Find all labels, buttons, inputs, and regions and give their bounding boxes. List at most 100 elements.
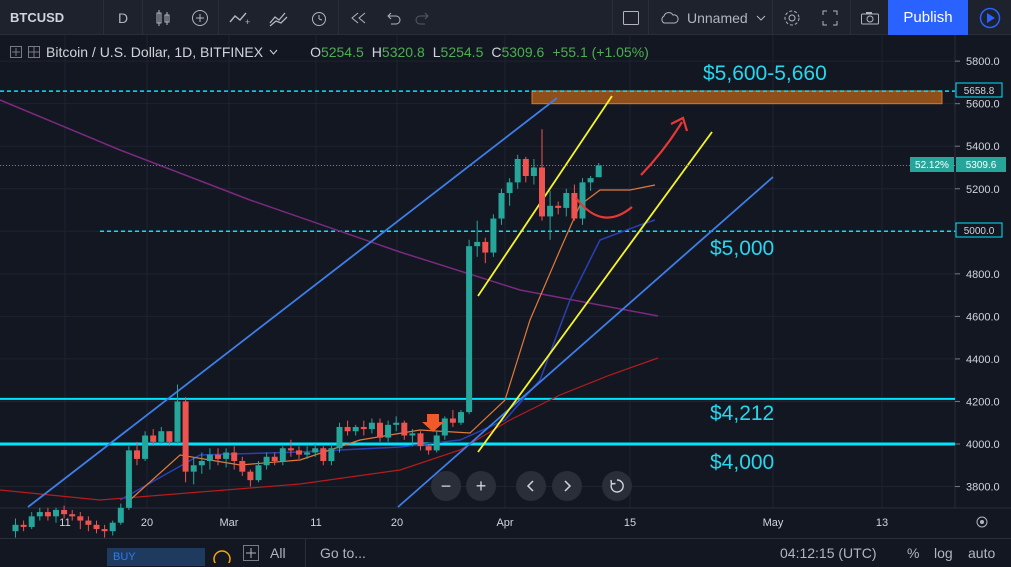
candle-body — [125, 450, 132, 508]
range-all-button[interactable]: All — [270, 545, 286, 561]
label-4212: $4,212 — [710, 402, 774, 425]
candle-body — [247, 471, 254, 481]
candle-body — [142, 435, 149, 459]
low-label: L — [432, 44, 441, 60]
ma-200 — [0, 99, 659, 317]
price-chart[interactable]: 11 20 Mar 11 20 Apr 15 May 13 3800.0 4000.0 4200.0… — [0, 35, 1011, 538]
label-4000: $4,000 — [710, 451, 774, 474]
x-tick-label: May — [763, 517, 784, 529]
candle-body — [263, 456, 270, 466]
candle-body — [368, 422, 375, 430]
redo-icon[interactable] — [408, 0, 438, 35]
add-indicator-icon[interactable] — [182, 0, 218, 35]
candle-body — [36, 512, 43, 517]
badge-pct — [910, 157, 954, 172]
goto-button[interactable]: Go to... — [305, 539, 366, 567]
time-axis: 11 20 Mar 11 20 Apr 15 May 13 — [59, 517, 888, 529]
candle-body — [352, 426, 359, 432]
candle-body — [44, 512, 51, 517]
candle-body — [498, 193, 505, 219]
candle-body — [393, 422, 400, 425]
ma-20 — [129, 184, 656, 501]
fullscreen-icon[interactable] — [810, 0, 850, 35]
zoom-out-button[interactable]: − — [431, 471, 461, 501]
undo-icon[interactable] — [378, 0, 408, 35]
interval-selector[interactable]: D — [117, 9, 129, 26]
buy-button[interactable]: BUY — [107, 548, 205, 566]
axis-settings-icon[interactable] — [976, 516, 988, 528]
scroll-right-button[interactable] — [552, 471, 582, 501]
fullscreen-box-icon[interactable] — [612, 0, 648, 35]
candle-body — [320, 448, 327, 462]
y-tick-label: 5800.0 — [966, 56, 1000, 68]
zoom-in-button[interactable]: + — [466, 471, 496, 501]
candle-body — [304, 452, 311, 455]
x-tick-label: 11 — [310, 517, 321, 529]
candle-body — [449, 418, 456, 423]
add-range-button[interactable] — [243, 539, 259, 567]
expand-icon[interactable] — [10, 46, 22, 58]
candle-body — [417, 433, 424, 447]
candle-body — [409, 433, 416, 436]
candle-body — [530, 167, 537, 176]
candle-body — [377, 422, 383, 438]
auto-toggle[interactable]: auto — [968, 545, 996, 561]
candle-body — [206, 454, 213, 462]
alert-clock-icon[interactable] — [300, 0, 338, 35]
candle-body — [482, 241, 489, 253]
cloud-icon — [661, 11, 679, 23]
symbol-grid-icon[interactable] — [28, 46, 40, 58]
candle-body — [336, 426, 343, 449]
percent-toggle[interactable]: % — [907, 545, 920, 561]
y-tick-label: 4200.0 — [966, 396, 1000, 408]
indicators-icon[interactable]: + — [218, 0, 260, 35]
open-label: O — [310, 44, 321, 60]
y-tick-label: 4400.0 — [966, 354, 1000, 366]
y-tick-label: 4000.0 — [966, 439, 1000, 451]
candle-body — [474, 241, 481, 247]
candle-body — [425, 446, 432, 451]
high-label: H — [371, 44, 382, 60]
compare-icon[interactable] — [260, 0, 300, 35]
chart-legend: Bitcoin / U.S. Dollar, 1D, BITFINEX O525… — [10, 44, 649, 60]
candle-body — [12, 524, 19, 532]
candle-body — [458, 412, 464, 423]
candle-body — [101, 529, 108, 532]
ma-100 — [0, 357, 659, 501]
legend-title[interactable]: Bitcoin / U.S. Dollar, 1D, BITFINEX — [46, 44, 264, 60]
open-value: 5254.5 — [320, 44, 364, 60]
replay-icon[interactable] — [338, 0, 378, 35]
label-5000: $5,000 — [710, 237, 774, 260]
publish-button[interactable]: Publish — [888, 0, 968, 35]
symbol-search[interactable]: BTCUSD — [0, 0, 104, 35]
layout-selector[interactable]: Unnamed — [648, 0, 772, 35]
candle-body — [571, 193, 578, 219]
y-tick-label: 5200.0 — [966, 184, 1000, 196]
gear-icon[interactable] — [772, 0, 810, 35]
scroll-left-button[interactable] — [516, 471, 546, 501]
x-tick-label: 13 — [876, 517, 888, 529]
resistance-zone — [531, 90, 943, 105]
candle-body — [344, 426, 351, 432]
chevron-down-icon — [756, 15, 766, 21]
candle-body — [215, 454, 221, 459]
candle-body — [231, 452, 238, 462]
x-tick-label: 15 — [624, 517, 636, 529]
reset-chart-button[interactable] — [602, 471, 632, 501]
candle-body — [190, 465, 197, 472]
channel-lower-blue — [397, 176, 774, 508]
camera-icon[interactable] — [850, 0, 888, 35]
log-toggle[interactable]: log — [934, 545, 953, 561]
utc-clock[interactable]: 04:12:15 (UTC) — [780, 545, 877, 561]
y-tick-label: 5400.0 — [966, 141, 1000, 153]
close-value: 5309.6 — [501, 44, 545, 60]
candle-body — [441, 418, 448, 436]
clock-icon[interactable] — [212, 539, 232, 567]
y-tick-label: 5600.0 — [966, 99, 1000, 111]
candle-body — [77, 516, 84, 521]
chevron-down-icon[interactable] — [269, 49, 278, 56]
candle-style-icon[interactable] — [142, 0, 182, 35]
candle-body — [182, 401, 189, 472]
play-icon[interactable] — [968, 0, 1011, 35]
svg-text:+: + — [245, 17, 250, 26]
